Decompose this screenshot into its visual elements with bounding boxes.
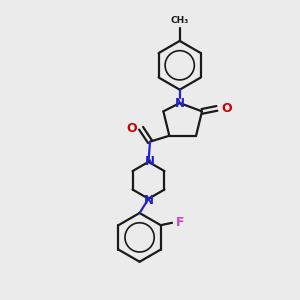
Text: N: N	[175, 97, 185, 110]
Text: N: N	[145, 155, 155, 168]
Text: CH₃: CH₃	[171, 16, 189, 26]
Text: O: O	[221, 102, 232, 115]
Text: O: O	[126, 122, 137, 135]
Text: F: F	[176, 216, 185, 229]
Text: N: N	[143, 194, 154, 207]
